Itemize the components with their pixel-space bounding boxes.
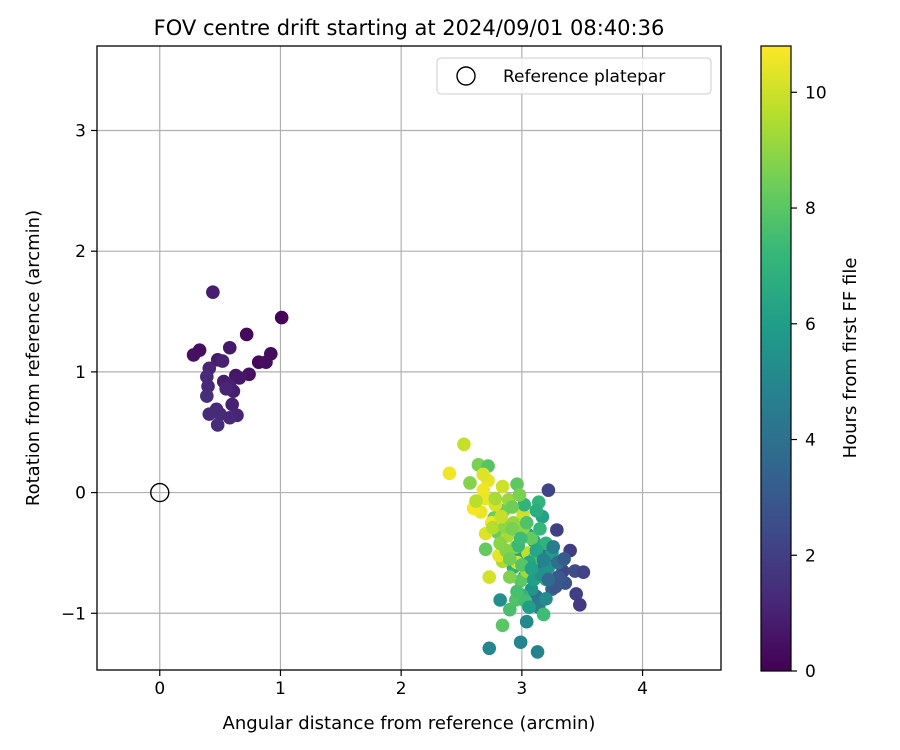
data-point [536, 553, 551, 567]
y-axis-label: Rotation from reference (arcmin) [23, 210, 44, 506]
data-point [502, 570, 517, 584]
data-point [457, 437, 471, 452]
grid [97, 46, 721, 670]
legend-label: Reference platepar [503, 67, 665, 87]
data-point [530, 645, 545, 659]
data-point [200, 389, 214, 403]
data-point [494, 509, 509, 524]
y-tick-label: 3 [75, 121, 86, 141]
data-point [505, 500, 519, 514]
data-point [222, 410, 237, 425]
data-point [210, 418, 225, 432]
data-point [493, 593, 507, 607]
data-point [533, 521, 547, 536]
colorbar-tick-label: 10 [805, 83, 827, 103]
data-point [513, 531, 528, 546]
data-point [495, 479, 510, 494]
axes: 0 1 2 3 4 −1 0 1 2 3 [61, 121, 648, 699]
data-point [505, 521, 519, 536]
data-point [186, 348, 201, 362]
data-point [206, 285, 220, 300]
x-tick-label: 2 [396, 679, 407, 699]
data-point [469, 494, 483, 508]
data-point [541, 483, 556, 497]
legend-marker [456, 66, 476, 86]
colorbar-ticks: 0 2 4 6 8 10 [791, 83, 827, 682]
data-point [486, 520, 500, 535]
y-tick-label: −1 [61, 604, 86, 624]
data-point [519, 515, 534, 530]
y-tick-label: 1 [75, 363, 86, 383]
data-point [215, 354, 230, 368]
data-point [495, 618, 510, 633]
plot-frame [96, 45, 722, 671]
data-point [519, 614, 534, 629]
data-point [510, 477, 524, 491]
colorbar-tick-label: 8 [805, 199, 816, 219]
data-point [274, 310, 289, 325]
data-point [529, 503, 544, 518]
data-point [557, 552, 571, 566]
data-point [222, 340, 237, 355]
data-point [225, 397, 239, 412]
data-point [510, 584, 524, 599]
data-point [219, 381, 233, 396]
data-point [529, 543, 544, 558]
colorbar-tick-label: 2 [805, 546, 816, 566]
y-tick-label: 0 [75, 484, 86, 504]
y-tick-label: 2 [75, 242, 86, 262]
data-point [202, 407, 217, 421]
data-point [463, 476, 477, 490]
data-point [442, 466, 457, 481]
x-tick-label: 0 [154, 679, 165, 699]
x-axis-label: Angular distance from reference (arcmin) [223, 713, 596, 734]
legend: Reference platepar [436, 57, 712, 95]
x-tick-label: 3 [516, 679, 527, 699]
reference-platepar-marker [150, 482, 170, 503]
colorbar-label: Hours from first FF file [840, 258, 861, 459]
data-point [524, 561, 539, 576]
data-point [539, 591, 553, 606]
data-point [550, 523, 564, 537]
data-point [488, 491, 503, 506]
data-point [478, 542, 493, 557]
scatter-points [150, 285, 591, 659]
data-point [576, 565, 591, 580]
colorbar-tick-label: 6 [805, 315, 816, 335]
x-tick-label: 4 [637, 679, 648, 699]
chart-title: FOV centre drift starting at 2024/09/01 … [154, 16, 665, 40]
data-point [512, 488, 527, 502]
data-point [259, 355, 273, 370]
data-point [569, 587, 583, 601]
x-tick-label: 1 [275, 679, 286, 699]
legend-box [436, 57, 712, 95]
data-point [476, 467, 491, 482]
data-point [522, 600, 536, 615]
data-point [536, 607, 551, 622]
data-point [546, 540, 561, 554]
colorbar-tick-label: 0 [805, 662, 816, 682]
colorbar-tick-label: 4 [805, 431, 816, 451]
data-point [572, 598, 587, 612]
data-point [482, 641, 497, 656]
data-point [232, 371, 247, 385]
data-point [239, 327, 254, 342]
data-point [541, 572, 556, 587]
colorbar [760, 45, 792, 672]
data-point [502, 552, 517, 566]
data-point [513, 635, 528, 650]
data-point [524, 531, 539, 546]
data-point [482, 570, 497, 584]
